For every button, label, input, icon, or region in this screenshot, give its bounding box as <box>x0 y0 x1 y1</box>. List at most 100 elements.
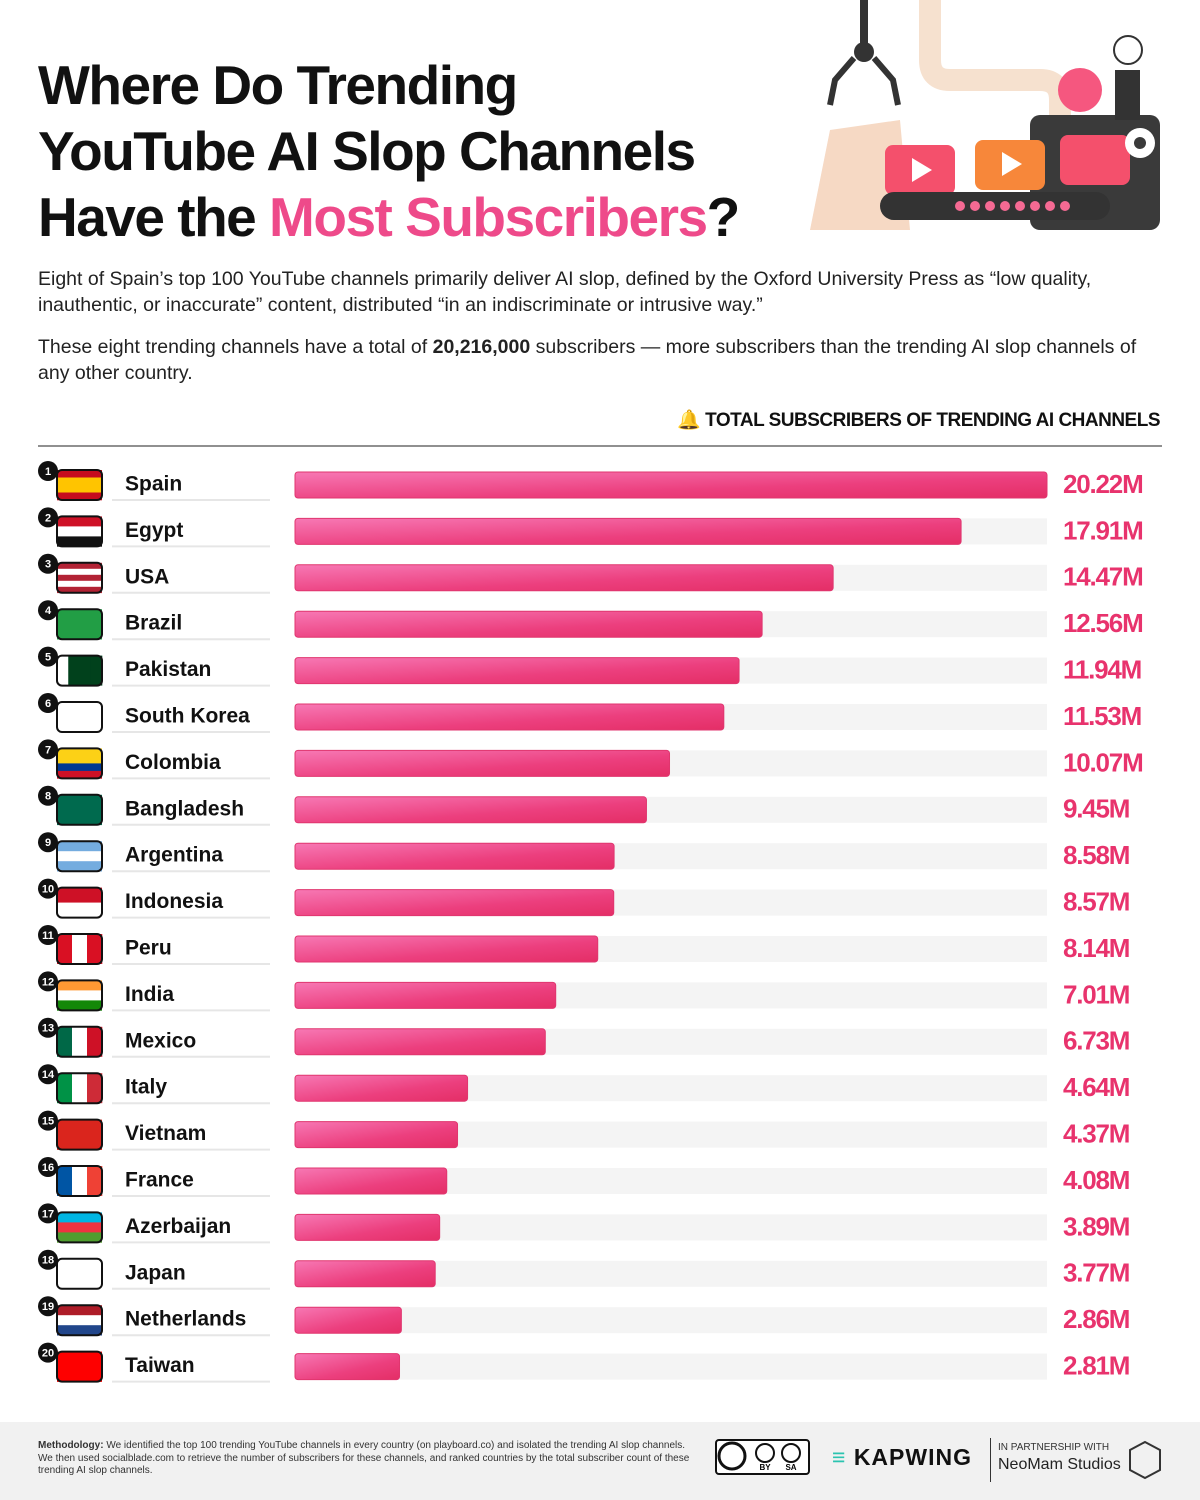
rank-badge <box>38 461 58 481</box>
category-label: Peru <box>125 937 172 960</box>
flag <box>56 654 103 687</box>
value-label: 3.89M <box>1063 1211 1129 1241</box>
value-label: 8.14M <box>1063 933 1129 963</box>
flag-stripe <box>57 1305 102 1316</box>
category-label: Mexico <box>125 1029 196 1052</box>
title-line: YouTube AI Slop Channels <box>38 120 696 182</box>
flag-stripe <box>87 934 103 964</box>
rank-badge <box>38 1296 58 1317</box>
flag-border <box>56 979 103 1012</box>
rank-badge <box>38 739 58 760</box>
rank: 7 <box>45 744 51 756</box>
flag-stripe <box>79 655 92 686</box>
flag <box>56 561 103 594</box>
value-label: 7.01M <box>1063 979 1129 1009</box>
flag <box>56 469 103 501</box>
bar-track <box>295 1353 1047 1380</box>
bar <box>294 703 725 731</box>
rank: 15 <box>42 1116 54 1128</box>
category-label: Argentina <box>125 844 223 867</box>
flag-stripe <box>57 609 102 640</box>
flag-stripe <box>57 887 102 903</box>
rank: 2 <box>45 512 51 524</box>
bar <box>294 1167 448 1195</box>
partnership: IN PARTNERSHIP WITH <box>998 1442 1110 1453</box>
category-label: France <box>125 1169 194 1192</box>
summary-total: 20,216,000 <box>432 336 531 358</box>
flag-stripe <box>57 586 102 594</box>
flag-border <box>56 1025 103 1058</box>
footer: Methodology: We identified the top 100 t… <box>0 1422 1200 1500</box>
flag-stripe <box>57 770 102 779</box>
category-label: South Korea <box>125 705 250 728</box>
rank-badge <box>38 878 58 899</box>
value-label: 8.58M <box>1063 840 1129 870</box>
flag-stripe <box>57 574 102 582</box>
bar <box>294 749 671 777</box>
flag-border <box>56 1165 103 1197</box>
value-label: 10.07M <box>1063 747 1143 777</box>
flag-stripe <box>57 485 102 493</box>
rank-badge <box>38 507 58 528</box>
flag-stripe <box>57 1119 102 1150</box>
flag-border <box>56 886 103 919</box>
flag-stripe <box>57 990 102 1001</box>
description: Eight of Spain’s top 100 YouTube channel… <box>38 268 1092 316</box>
flag-stripe <box>57 851 102 862</box>
bar <box>294 935 599 963</box>
rank: 4 <box>45 605 52 617</box>
flag-stripe <box>57 477 102 486</box>
value-label: 20.22M <box>1063 469 1143 499</box>
partner: NeoMam Studios <box>998 1456 1121 1473</box>
flag <box>56 886 103 919</box>
value-label: 6.73M <box>1063 1026 1129 1056</box>
flag-border <box>56 469 103 501</box>
value-label: 11.94M <box>1063 654 1141 684</box>
rank-badge <box>38 1017 58 1038</box>
flag <box>56 979 103 1012</box>
flag-border <box>56 515 103 548</box>
bar <box>294 517 962 545</box>
flag-stripe <box>57 562 102 570</box>
category-label: India <box>125 983 174 1006</box>
rank: 8 <box>45 791 51 803</box>
license-by: BY <box>759 1463 771 1472</box>
flag <box>56 1350 103 1383</box>
value-label: 14.47M <box>1063 562 1143 592</box>
flag <box>56 840 103 873</box>
category-label: Netherlands <box>125 1308 246 1331</box>
value-label: 8.57M <box>1063 886 1129 916</box>
methodology: Methodology: We identified the top 100 t… <box>38 1440 698 1478</box>
rank: 11 <box>42 930 54 942</box>
flag <box>56 1211 103 1244</box>
flag-stripe <box>57 755 102 764</box>
bar <box>294 1121 459 1149</box>
flag-border <box>56 1304 103 1337</box>
flag-stripe <box>57 568 102 576</box>
flag-border <box>56 840 103 873</box>
flag-stripe <box>87 1166 103 1196</box>
rank-badge <box>38 832 58 853</box>
flag <box>56 1257 103 1290</box>
rank: 5 <box>45 652 51 664</box>
rank-badge <box>38 785 58 806</box>
flag-border <box>56 1350 103 1383</box>
flag-stripe <box>57 1232 102 1243</box>
flag-stripe <box>57 492 102 501</box>
title: Where Do Trending YouTube AI Slop Channe… <box>38 52 741 250</box>
flag <box>56 793 103 826</box>
bar <box>294 1306 402 1334</box>
chart: 1 Spain 20.22M 2 Egypt 17.91M 3 USA 14.47M 4 Brazi… <box>38 445 1162 1383</box>
rank: 3 <box>45 559 51 571</box>
summary-text: subscribers — more subscribers than the … <box>38 336 1137 384</box>
bar <box>294 1260 436 1288</box>
methodology-label: Methodology: <box>38 1440 104 1451</box>
flag-stripe <box>57 1073 73 1104</box>
title-end: ? <box>706 186 741 248</box>
flag-stripe <box>57 1166 73 1196</box>
illustration <box>810 0 1160 230</box>
rank: 13 <box>42 1023 54 1035</box>
category-label: Brazil <box>125 612 182 635</box>
rank-badge <box>38 646 58 667</box>
flag-stripe <box>57 580 102 588</box>
